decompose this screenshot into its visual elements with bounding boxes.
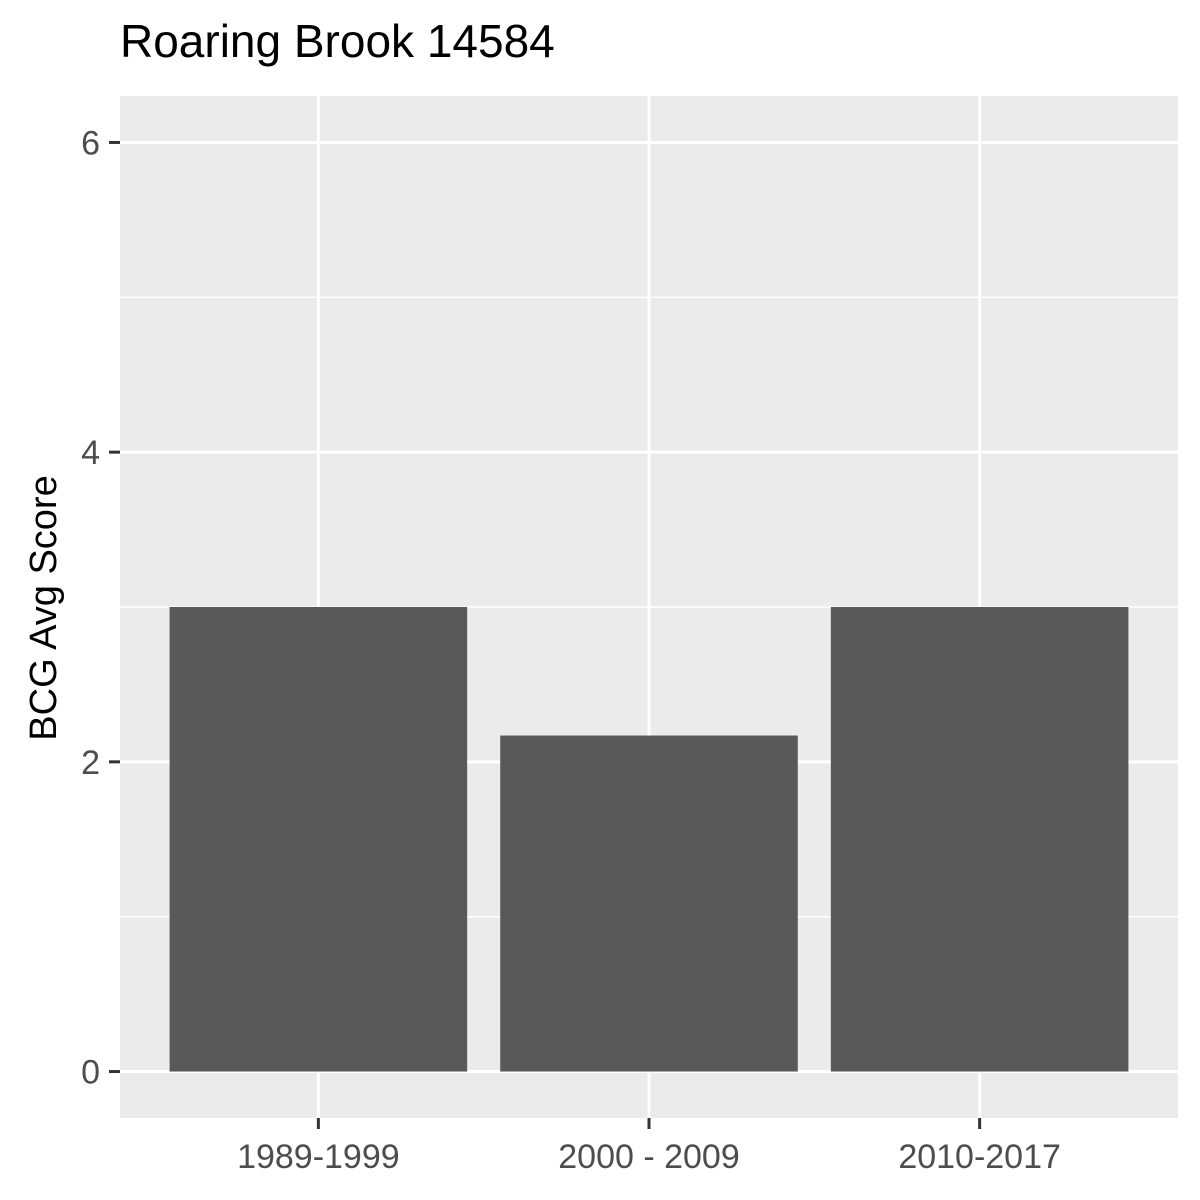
y-tick-label: 0 bbox=[81, 1054, 100, 1092]
y-axis: 0 2 4 6 bbox=[81, 124, 120, 1092]
bar bbox=[830, 607, 1129, 1072]
bar bbox=[500, 735, 798, 1072]
y-tick-label: 2 bbox=[81, 744, 100, 782]
bar bbox=[169, 607, 468, 1072]
x-tick-label: 1989-1999 bbox=[237, 1138, 400, 1176]
y-axis-title: BCG Avg Score bbox=[23, 475, 65, 740]
x-tick-label: 2010-2017 bbox=[898, 1138, 1061, 1176]
y-tick-label: 6 bbox=[81, 124, 100, 162]
x-axis: 1989-1999 2000 - 2009 2010-2017 bbox=[237, 1118, 1061, 1176]
bars bbox=[169, 607, 1129, 1072]
y-tick-label: 4 bbox=[81, 434, 100, 472]
x-tick-label: 2000 - 2009 bbox=[558, 1138, 740, 1176]
chart-title: Roaring Brook 14584 bbox=[120, 15, 555, 67]
